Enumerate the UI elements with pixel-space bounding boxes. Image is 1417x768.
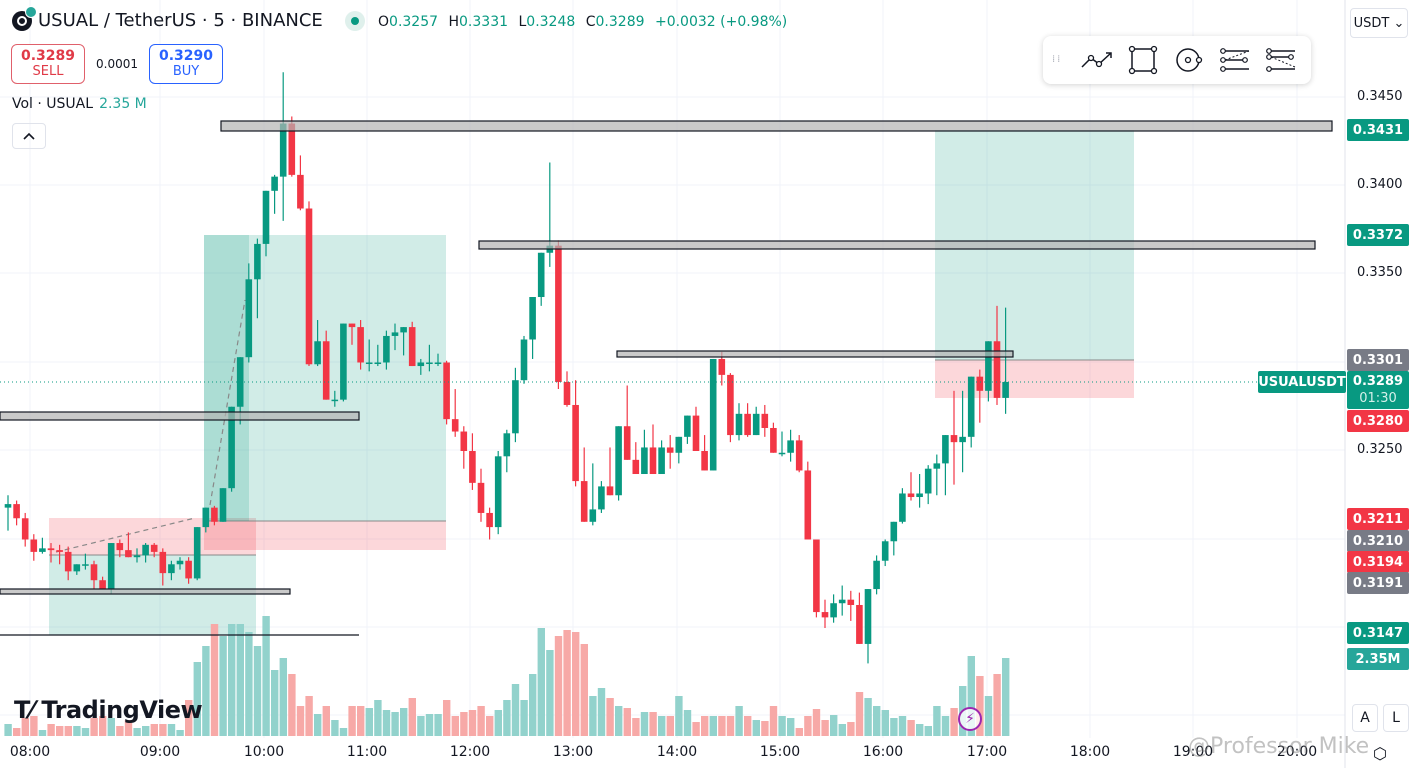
symbol-title[interactable]: USUAL / TetherUS · 5 · BINANCE (38, 10, 323, 31)
time-tick-label: 15:00 (759, 744, 801, 760)
time-tick-label: 20:00 (1276, 744, 1318, 760)
parallel-channel-tool[interactable] (1212, 40, 1258, 80)
ohlc-legend: O0.3257 H0.3331 L0.3248 C0.3289 +0.0032 … (378, 14, 793, 30)
price-tag: 0.3280 (1347, 410, 1409, 432)
volume-value: 2.35 M (99, 96, 147, 112)
price-tick-label: 0.3350 (1357, 265, 1403, 280)
low-label: L (518, 14, 527, 30)
close-label: C (585, 14, 596, 30)
price-tag: 0.3210 (1347, 530, 1409, 552)
trend-line-tool[interactable] (1074, 40, 1120, 80)
time-tick-label: 09:00 (139, 744, 181, 760)
price-tag: 0.3431 (1347, 119, 1409, 141)
current-price-tag: 0.3289 01:30 (1347, 371, 1409, 409)
time-tick-label: 12:00 (449, 744, 491, 760)
circle-tool[interactable] (1166, 40, 1212, 80)
time-tick-label: 16:00 (862, 744, 904, 760)
price-tag: 0.3301 (1347, 349, 1409, 371)
log-scale-button[interactable]: L (1383, 704, 1409, 732)
time-tick-label: 10:00 (243, 744, 285, 760)
change-value: +0.0032 (+0.98%) (654, 14, 788, 30)
price-tag: 2.35M (1347, 648, 1409, 670)
circle-icon (1176, 48, 1203, 72)
price-tag: 0.3147 (1347, 622, 1409, 644)
market-open-status-icon[interactable] (344, 10, 365, 31)
buy-price: 0.3290 (158, 48, 214, 64)
symbol-price-tag: USUALUSDT (1258, 371, 1346, 393)
price-tick-label: 0.3400 (1357, 177, 1403, 192)
chevron-up-icon (23, 132, 35, 140)
tradingview-wordmark: TradingView (41, 696, 203, 724)
usual-coin-logo-icon (12, 5, 37, 31)
drawing-toolbar: ⁞⁞ (1043, 36, 1311, 84)
buy-button[interactable]: 0.3290 BUY (149, 44, 223, 84)
price-tag: 0.3372 (1347, 224, 1409, 246)
price-tick-label: 0.3450 (1357, 89, 1403, 104)
bar-countdown: 01:30 (1359, 391, 1397, 406)
regression-channel-icon (1266, 48, 1296, 72)
open-value: 0.3257 (389, 14, 439, 30)
time-tick-label: 17:00 (966, 744, 1008, 760)
price-tag: 0.3194 (1347, 551, 1409, 573)
buy-label: BUY (172, 64, 200, 79)
price-tag: 0.3211 (1347, 508, 1409, 530)
rectangle-tool[interactable] (1120, 40, 1166, 80)
trend-line-icon (1081, 52, 1112, 68)
trade-panel: 0.3289 SELL 0.0001 0.3290 BUY (11, 44, 223, 84)
rectangle-icon (1128, 45, 1158, 75)
tradingview-mark-icon: ꓔ⁄ (14, 696, 34, 724)
spread-value: 0.0001 (96, 57, 138, 71)
price-tick-label: 0.3250 (1357, 442, 1403, 457)
volume-legend: Vol · USUAL 2.35 M (12, 96, 147, 112)
tradingview-logo[interactable]: ꓔ⁄ TradingView (14, 696, 203, 724)
time-tick-label: 18:00 (1069, 744, 1111, 760)
sell-label: SELL (32, 64, 64, 79)
regression-channel-tool[interactable] (1258, 40, 1304, 80)
time-tick-label: 08:00 (9, 744, 51, 760)
high-label: H (448, 14, 460, 30)
price-tag: 0.3191 (1347, 572, 1409, 594)
drag-handle-icon[interactable]: ⁞⁞ (1052, 54, 1063, 65)
time-tick-label: 19:00 (1172, 744, 1214, 760)
sell-price: 0.3289 (20, 48, 76, 64)
current-price: 0.3289 (1352, 374, 1404, 389)
open-label: O (378, 14, 390, 30)
watermark: @Professor Mike (1188, 734, 1370, 759)
time-tick-label: 14:00 (656, 744, 698, 760)
time-tick-label: 13:00 (552, 744, 594, 760)
close-value: 0.3289 (595, 14, 645, 30)
high-value: 0.3331 (459, 14, 509, 30)
lightning-event-icon[interactable]: ⚡ (958, 707, 982, 731)
auto-scale-button[interactable]: A (1352, 704, 1378, 732)
collapse-legend-button[interactable] (12, 123, 46, 149)
low-value: 0.3248 (526, 14, 576, 30)
parallel-channel-icon (1220, 48, 1250, 72)
time-tick-label: 11:00 (346, 744, 388, 760)
currency-selector[interactable]: USDT ⌄ (1350, 8, 1408, 38)
symbol-header: USUAL / TetherUS · 5 · BINANCE (12, 5, 365, 31)
sell-button[interactable]: 0.3289 SELL (11, 44, 85, 84)
chart-settings-gear-icon[interactable]: ⬡ (1373, 744, 1387, 763)
volume-label[interactable]: Vol · USUAL (12, 96, 94, 112)
